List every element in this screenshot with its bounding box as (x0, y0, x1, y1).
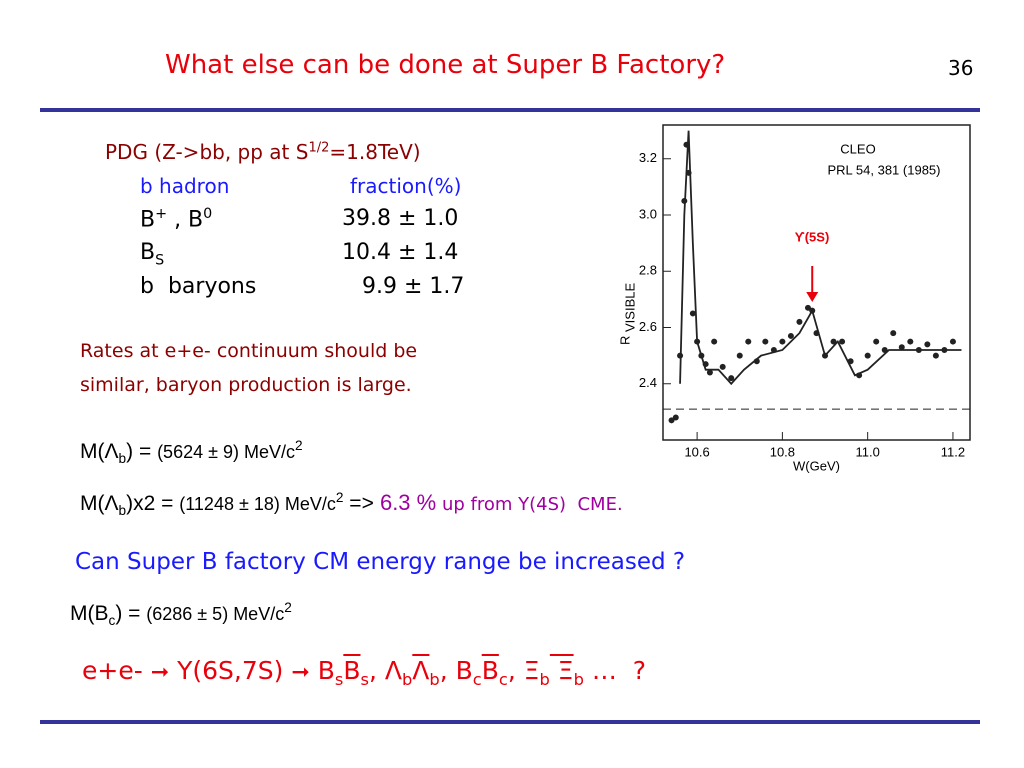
data-point (864, 352, 871, 359)
formula: M(Bc) = (6286 ± 5) MeV/c2 (70, 600, 292, 629)
data-point (779, 338, 786, 345)
data-point (736, 352, 743, 359)
fit-curve (679, 130, 962, 386)
data-point (949, 338, 956, 345)
y-axis-label: VISIBLE (622, 283, 637, 332)
note: similar, baryon production is large. (80, 374, 412, 396)
row-name: BS (140, 240, 165, 269)
data-point (873, 338, 880, 345)
y-tick-label: 2.8 (639, 263, 657, 278)
data-point (689, 310, 696, 317)
y-tick-label: 3.2 (639, 150, 657, 165)
row-value: 9.9 ± 1.7 (362, 274, 465, 299)
x-axis-label: W(GeV) (793, 458, 840, 473)
formula: e+e- ➞ Y(6S,7S) ➞ BsBs, ΛbΛb, BcBc, Ξb Ξ… (82, 656, 647, 689)
rule (40, 720, 980, 724)
column-header: fraction(%) (350, 174, 462, 198)
data-point (924, 341, 931, 348)
data-point (719, 363, 726, 370)
question: Can Super B factory CM energy range be i… (75, 549, 686, 575)
data-point (762, 338, 769, 345)
annotation: CLEO (840, 141, 875, 156)
data-point (839, 338, 846, 345)
note: Rates at e+e- continuum should be (80, 340, 418, 362)
x-tick-label: 10.6 (684, 444, 709, 459)
marker-arrowhead (806, 292, 819, 302)
data-point (898, 344, 905, 351)
data-point (787, 332, 794, 339)
y-tick-label: 3.0 (639, 206, 657, 221)
page-number: 36 (948, 56, 974, 80)
annotation: ϒ(5S) (795, 229, 830, 244)
data-point (728, 375, 735, 382)
rule (40, 108, 980, 112)
data-point (668, 417, 675, 424)
row-value: 39.8 ± 1.0 (342, 206, 459, 231)
y-axis-label: R (617, 336, 632, 345)
row-name: b baryons (140, 274, 257, 299)
data-point (830, 338, 837, 345)
x-tick-label: 11.2 (941, 444, 965, 459)
plot-frame (662, 124, 971, 441)
row-value: 10.4 ± 1.4 (342, 240, 459, 265)
data-point (711, 338, 718, 345)
data-point (745, 338, 752, 345)
data-point (890, 330, 897, 337)
formula: M(Λb)x2 = (11248 ± 18) MeV/c2 => 6.3 % u… (80, 490, 623, 519)
title: What else can be done at Super B Factory… (165, 50, 726, 80)
data-point (796, 318, 803, 325)
column-header: b hadron (140, 174, 230, 198)
row-name: B+ , B0 (140, 206, 213, 233)
data-point (932, 352, 939, 359)
y-tick-label: 2.4 (639, 375, 657, 390)
data-point (804, 304, 811, 311)
y-tick-label: 2.6 (639, 319, 657, 334)
annotation: PRL 54, 381 (1985) (828, 162, 941, 177)
x-tick-label: 10.8 (770, 444, 795, 459)
data-point (907, 338, 914, 345)
data-point (706, 369, 713, 376)
data-point (672, 414, 679, 421)
x-tick-label: 11.0 (855, 444, 879, 459)
pdg-title: PDG (Z->bb, pp at S1/2=1.8TeV) (105, 140, 421, 164)
formula: M(Λb) = (5624 ± 9) MeV/c2 (80, 438, 303, 467)
